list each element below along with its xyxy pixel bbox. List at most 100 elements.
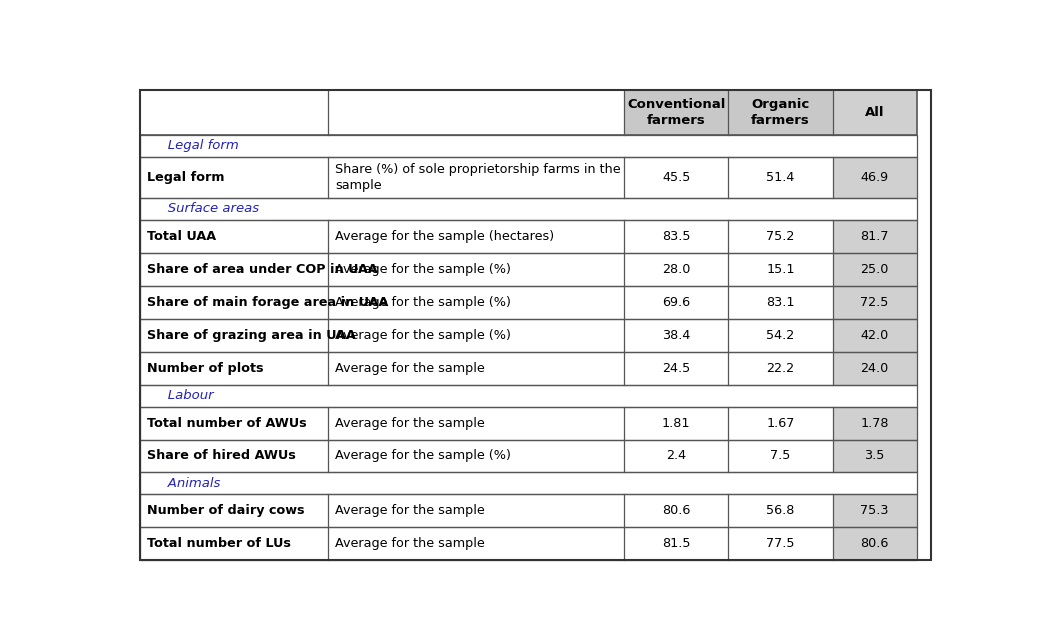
Bar	[140, 352, 916, 385]
Bar	[140, 385, 916, 406]
Bar	[328, 527, 624, 560]
Bar	[140, 253, 916, 286]
Text: Share of main forage area in UAA: Share of main forage area in UAA	[146, 296, 388, 309]
Text: Animals: Animals	[155, 477, 220, 490]
Text: Average for the sample: Average for the sample	[335, 417, 485, 429]
Text: 81.7: 81.7	[860, 230, 889, 243]
Bar	[140, 472, 916, 495]
Bar	[624, 220, 728, 253]
Text: 75.2: 75.2	[766, 230, 795, 243]
Bar	[140, 220, 328, 253]
Bar	[140, 198, 916, 220]
Text: 24.0: 24.0	[860, 362, 889, 375]
Text: Conventional
farmers: Conventional farmers	[627, 98, 725, 126]
Bar	[833, 527, 916, 560]
Bar	[140, 286, 328, 319]
Bar	[328, 352, 624, 385]
Bar	[728, 220, 833, 253]
Bar	[140, 352, 328, 385]
Bar	[833, 220, 916, 253]
Text: 56.8: 56.8	[766, 504, 795, 518]
Bar	[328, 157, 624, 198]
Text: Average for the sample: Average for the sample	[335, 362, 485, 375]
Text: 42.0: 42.0	[860, 329, 889, 342]
Bar	[728, 286, 833, 319]
Bar	[624, 439, 728, 472]
Bar	[624, 406, 728, 439]
Bar	[833, 439, 916, 472]
Text: Average for the sample (%): Average for the sample (%)	[335, 296, 511, 309]
Bar	[624, 253, 728, 286]
Text: 45.5: 45.5	[663, 171, 691, 184]
Bar	[624, 286, 728, 319]
Text: Share of hired AWUs: Share of hired AWUs	[146, 450, 296, 462]
Bar	[140, 90, 916, 135]
Text: Share of area under COP in UAA: Share of area under COP in UAA	[146, 263, 377, 276]
Bar	[328, 220, 624, 253]
Bar	[140, 527, 328, 560]
Bar	[328, 319, 624, 352]
Bar	[728, 90, 833, 135]
Text: 77.5: 77.5	[766, 537, 795, 551]
Bar	[328, 90, 624, 135]
Text: 15.1: 15.1	[766, 263, 795, 276]
Bar	[833, 90, 916, 135]
Bar	[140, 406, 328, 439]
Text: 46.9: 46.9	[861, 171, 888, 184]
Text: Average for the sample: Average for the sample	[335, 504, 485, 518]
Bar	[328, 406, 624, 439]
Text: Share (%) of sole proprietorship farms in the
sample: Share (%) of sole proprietorship farms i…	[335, 163, 621, 192]
Bar	[328, 495, 624, 527]
Text: 28.0: 28.0	[663, 263, 691, 276]
Text: Average for the sample (%): Average for the sample (%)	[335, 329, 511, 342]
Text: 24.5: 24.5	[663, 362, 691, 375]
Bar	[624, 157, 728, 198]
Bar	[140, 198, 916, 220]
Text: 80.6: 80.6	[663, 504, 691, 518]
Bar	[140, 495, 328, 527]
Bar	[728, 352, 833, 385]
Bar	[140, 319, 916, 352]
Text: Total UAA: Total UAA	[146, 230, 216, 243]
Text: Average for the sample (hectares): Average for the sample (hectares)	[335, 230, 554, 243]
Bar	[140, 495, 916, 527]
Bar	[140, 406, 916, 439]
Bar	[140, 220, 916, 253]
Bar	[328, 253, 624, 286]
Text: Legal form: Legal form	[146, 171, 225, 184]
Text: 69.6: 69.6	[663, 296, 691, 309]
Bar	[728, 253, 833, 286]
Bar	[140, 90, 328, 135]
Text: 83.5: 83.5	[663, 230, 691, 243]
Text: 1.67: 1.67	[766, 417, 795, 429]
Bar	[728, 527, 833, 560]
Bar	[833, 286, 916, 319]
Bar	[728, 495, 833, 527]
Bar	[624, 90, 728, 135]
Text: 83.1: 83.1	[766, 296, 795, 309]
Bar	[833, 495, 916, 527]
Bar	[624, 319, 728, 352]
Bar	[728, 406, 833, 439]
Text: 7.5: 7.5	[770, 450, 791, 462]
Bar	[833, 319, 916, 352]
Text: 22.2: 22.2	[767, 362, 794, 375]
Text: 1.81: 1.81	[663, 417, 691, 429]
Bar	[140, 286, 916, 319]
Text: 54.2: 54.2	[766, 329, 795, 342]
Text: 51.4: 51.4	[766, 171, 795, 184]
Bar	[728, 319, 833, 352]
Bar	[140, 157, 916, 198]
Text: 1.78: 1.78	[860, 417, 889, 429]
Text: 81.5: 81.5	[663, 537, 691, 551]
Text: 72.5: 72.5	[860, 296, 889, 309]
Bar	[624, 527, 728, 560]
Bar	[140, 157, 328, 198]
Bar	[328, 439, 624, 472]
Text: 38.4: 38.4	[663, 329, 691, 342]
Text: Surface areas: Surface areas	[155, 203, 259, 215]
Bar	[140, 527, 916, 560]
Text: Average for the sample: Average for the sample	[335, 537, 485, 551]
Bar	[140, 439, 328, 472]
Text: Total number of AWUs: Total number of AWUs	[146, 417, 306, 429]
